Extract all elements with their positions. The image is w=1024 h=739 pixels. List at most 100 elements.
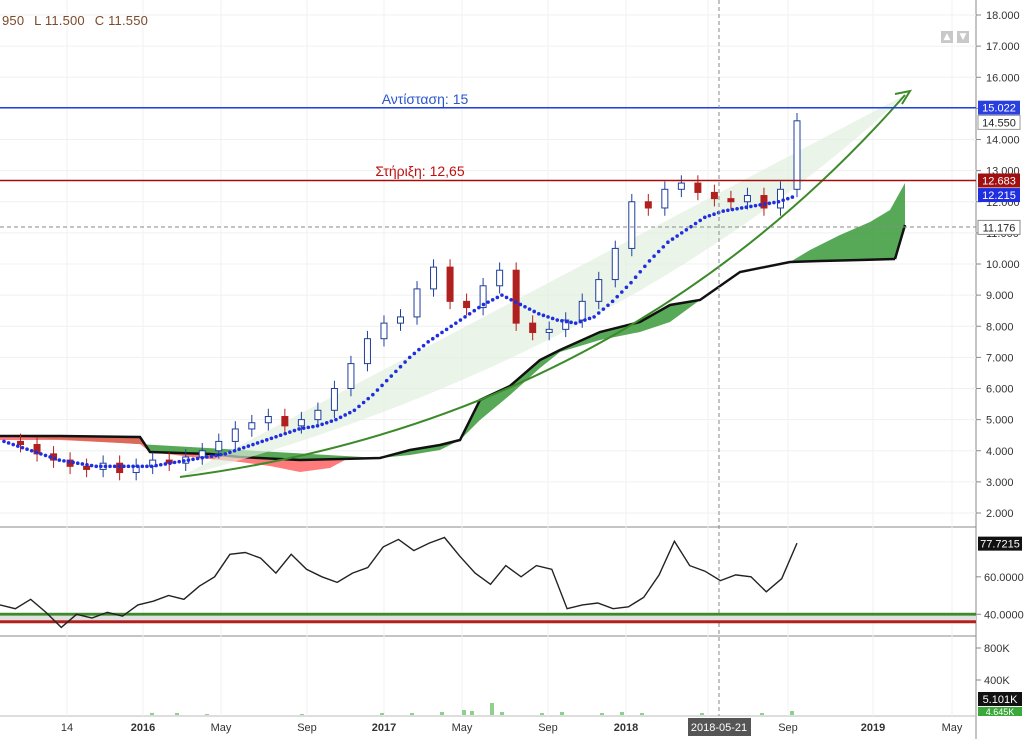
x-tick-label: 2017 xyxy=(372,722,396,734)
ma-dot xyxy=(656,249,661,254)
candle-body xyxy=(463,300,471,309)
cloud-base-line xyxy=(893,224,907,260)
ma-dot xyxy=(371,392,375,397)
rsi-last-badge xyxy=(978,536,1022,551)
ma-dot xyxy=(62,459,66,463)
volume-bar xyxy=(380,713,384,715)
volume-bar xyxy=(440,712,444,715)
horizontal-levels[interactable] xyxy=(0,106,976,182)
volume-pane[interactable] xyxy=(150,703,794,715)
vol-y-tick-label: 800K xyxy=(984,643,1010,655)
ma-dot xyxy=(726,208,730,213)
candle-body xyxy=(281,416,289,427)
ma-dot xyxy=(352,408,357,413)
ma-dot xyxy=(790,195,795,199)
ma-dot xyxy=(145,464,149,469)
x-tick-label: Sep xyxy=(538,722,558,734)
ma-dot xyxy=(661,245,666,249)
ma-dot xyxy=(25,447,29,451)
y-tick-label: 14.000 xyxy=(986,135,1020,147)
ma-dot xyxy=(486,300,490,304)
volume-bar xyxy=(700,713,704,715)
trend-arrow xyxy=(179,89,913,478)
ma-dot xyxy=(246,444,251,448)
ma-dot xyxy=(712,212,716,216)
candle-body xyxy=(330,388,338,411)
ma-dot xyxy=(163,462,168,466)
candle-body xyxy=(545,328,553,333)
ma-dot xyxy=(495,295,500,300)
ma-dot xyxy=(297,427,301,431)
ma-dot xyxy=(689,224,693,229)
ma-dot xyxy=(583,318,587,322)
candle-body xyxy=(363,338,371,365)
candle-body xyxy=(380,322,388,340)
volume-bar xyxy=(205,714,209,715)
ma-dot xyxy=(108,464,112,469)
ma-dot xyxy=(66,459,71,464)
ma-dot xyxy=(311,424,315,429)
ma-dot xyxy=(375,388,380,392)
x-tick-label: Sep xyxy=(297,722,317,734)
ma-dot xyxy=(52,456,57,461)
ma-dot xyxy=(389,374,394,378)
ma-dot xyxy=(39,452,43,456)
ma-dot xyxy=(633,275,638,280)
support-annotation[interactable]: Στήριξη: 12,65 xyxy=(375,163,464,179)
volume-bar xyxy=(790,711,794,715)
candle-body xyxy=(727,198,735,203)
ma-dot xyxy=(168,461,172,466)
ma-dot xyxy=(693,221,698,226)
ma-dot xyxy=(785,196,790,201)
ma-dot xyxy=(6,441,11,445)
resistance-annotation[interactable]: Αντίσταση: 15 xyxy=(382,91,469,107)
volume-bar xyxy=(410,713,414,715)
ma-dot xyxy=(16,444,20,448)
ma-dot xyxy=(467,312,472,316)
ma-dot xyxy=(458,318,463,322)
ma-dot xyxy=(523,304,527,309)
ma-dot xyxy=(334,417,338,422)
ma-dot xyxy=(707,213,712,218)
ma-dot xyxy=(209,454,214,458)
ma-dot xyxy=(329,419,334,423)
dotted-moving-average xyxy=(2,195,795,469)
candle-body xyxy=(611,247,619,281)
ma-dot xyxy=(472,308,477,313)
rsi-pane[interactable] xyxy=(0,536,976,629)
rsi-band xyxy=(0,615,976,621)
ma-dot xyxy=(569,320,573,325)
candle-body xyxy=(347,363,355,390)
ma-dot xyxy=(2,439,6,444)
ma-dot xyxy=(532,309,537,314)
ma-dot xyxy=(564,319,569,324)
ma-dot xyxy=(241,445,246,450)
arrow-down-icon[interactable]: ▼ xyxy=(957,31,969,43)
ohlc-open-partial: 950 xyxy=(2,13,25,28)
ma-dot xyxy=(449,324,454,329)
ma-dot xyxy=(154,463,158,468)
ma-dot xyxy=(361,400,366,405)
x-tick-label: 2019 xyxy=(861,722,885,734)
y-tick-label: 9.000 xyxy=(986,290,1014,302)
y-tick-label: 18.000 xyxy=(986,10,1020,22)
ma-dot xyxy=(135,464,140,469)
ma-dot xyxy=(435,333,440,338)
candle-body xyxy=(595,279,603,302)
ma-dot xyxy=(573,321,578,325)
volume-bar xyxy=(500,712,504,715)
ma-dot xyxy=(269,436,274,441)
volume-bar xyxy=(470,711,474,715)
arrow-up-icon[interactable]: ▲ xyxy=(941,31,953,43)
ma-dot xyxy=(675,234,679,238)
y-tick-label: 7.000 xyxy=(986,352,1014,364)
volume-bar xyxy=(640,713,644,715)
ma-dot xyxy=(490,297,495,302)
ma-dot xyxy=(403,360,407,364)
ma-dot xyxy=(620,290,624,294)
ma-dot xyxy=(283,431,288,436)
ma-dot xyxy=(643,264,647,269)
ma-dot xyxy=(357,404,361,409)
